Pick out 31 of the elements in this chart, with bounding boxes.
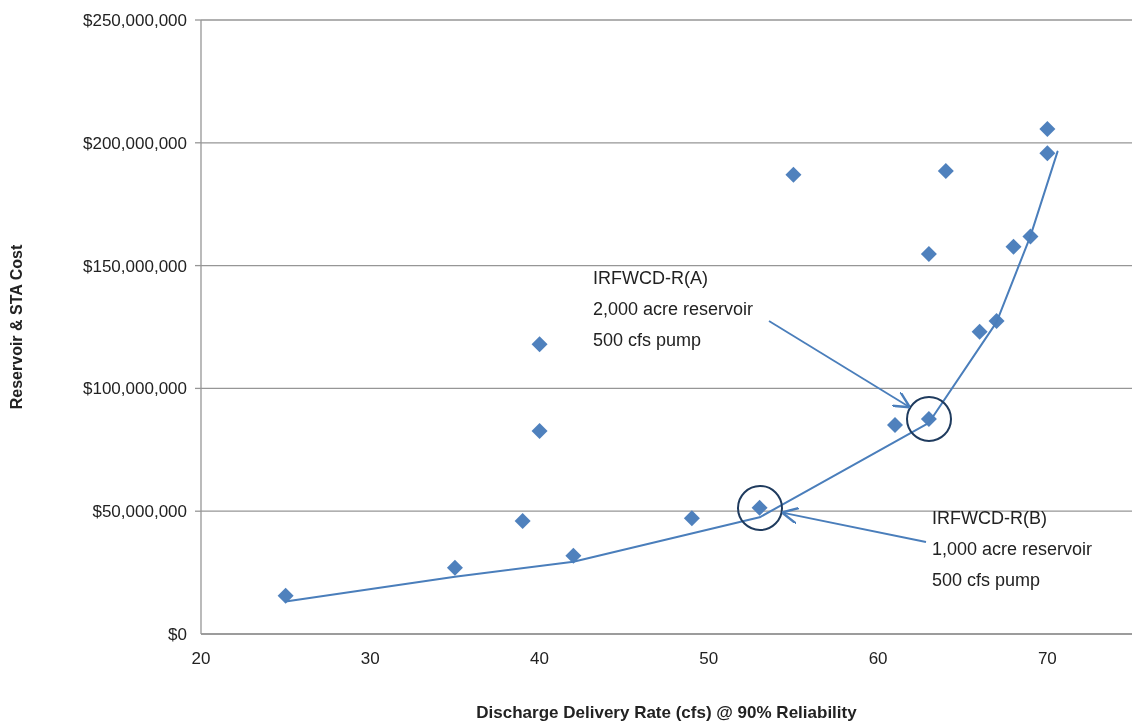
point (920, 246, 937, 263)
point (531, 336, 548, 353)
x-tick-label: 30 (360, 649, 380, 668)
y-axis-title: Reservoir & STA Cost (8, 244, 25, 410)
point (887, 416, 904, 433)
x-tick-label: 50 (699, 649, 719, 668)
point (1005, 238, 1022, 255)
y-tick-label: $0 (168, 624, 187, 644)
x-tick-label: 60 (868, 649, 888, 668)
point (514, 513, 531, 530)
x-axis-title: Discharge Delivery Rate (cfs) @ 90% Reliability (476, 703, 858, 722)
x-tick-label: 70 (1037, 649, 1057, 668)
point (1039, 121, 1056, 138)
point (1039, 145, 1056, 162)
y-tick-label: $150,000,000 (83, 256, 187, 276)
x-tick-label: 40 (530, 649, 550, 668)
point (971, 323, 988, 340)
point (565, 547, 582, 564)
annotation: IRFWCD-R(B) 1,000 acre reservoir 500 cfs pump (932, 508, 1093, 590)
point (446, 559, 463, 576)
annotation: IRFWCD-R(A) 2,000 acre reservoir 500 cfs pump (593, 268, 754, 350)
y-tick-label: $250,000,000 (83, 10, 187, 30)
point (277, 587, 294, 604)
point (683, 510, 700, 527)
point (785, 166, 802, 183)
point (531, 422, 548, 439)
y-tick-label: $50,000,000 (92, 502, 187, 522)
y-tick-label: $100,000,000 (83, 379, 187, 399)
y-tick-label: $200,000,000 (83, 133, 187, 153)
x-tick-label: 20 (191, 649, 211, 668)
point (937, 163, 954, 180)
